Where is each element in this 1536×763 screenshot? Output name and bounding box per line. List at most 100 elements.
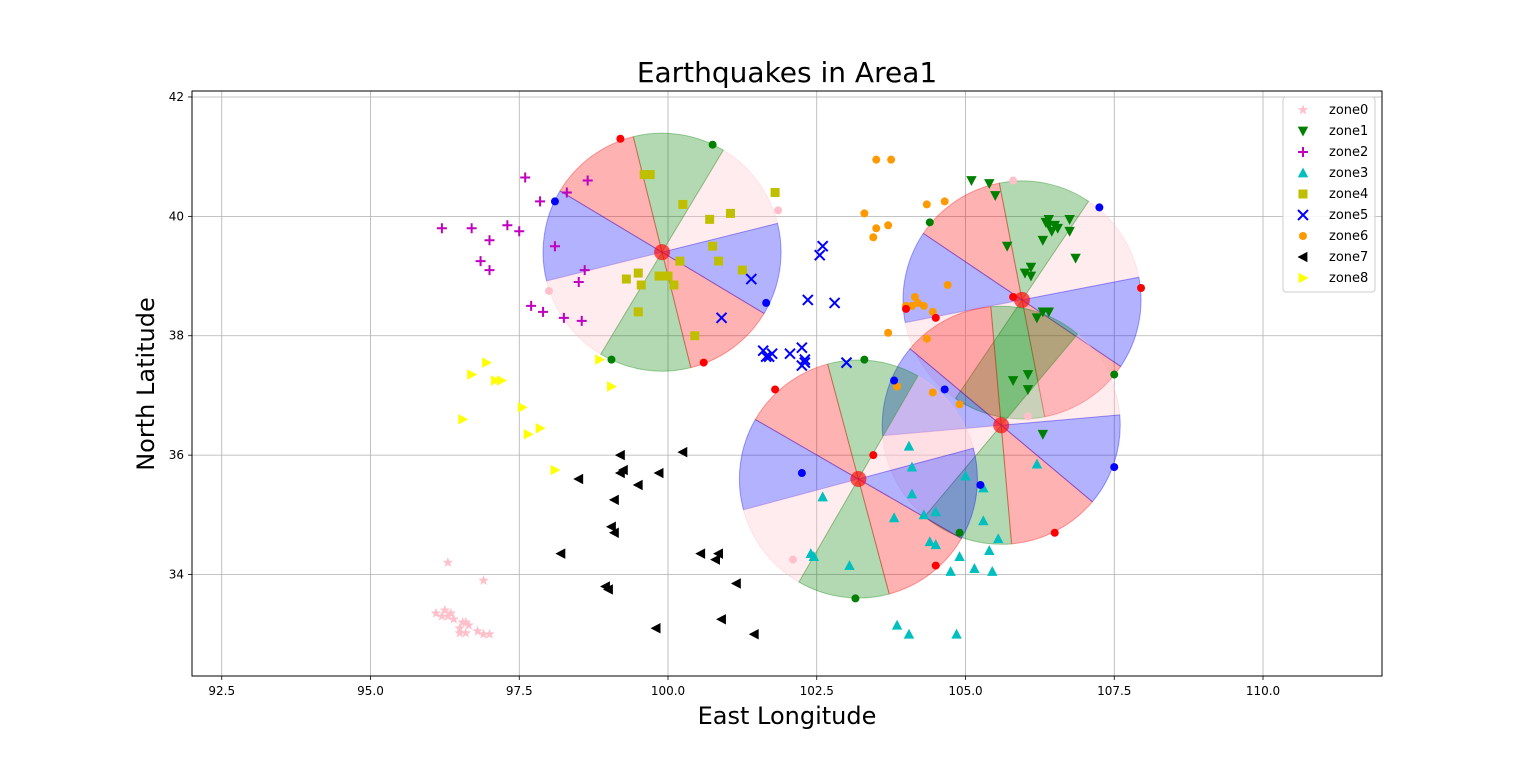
point-square [714, 256, 724, 266]
point-circle [860, 209, 869, 218]
point-triangle-left [1297, 251, 1308, 263]
point-star [442, 610, 454, 621]
zone-marker-group [545, 176, 1032, 564]
zone-marker-dot [931, 561, 940, 570]
point-triangle-left [748, 628, 759, 640]
zone-marker-dot [616, 134, 625, 143]
point-circle [887, 155, 896, 164]
point-square [725, 208, 735, 218]
point-circle [884, 221, 893, 230]
beachball-sector [738, 418, 860, 511]
grid-lines [192, 91, 1382, 676]
series-zone6 [860, 155, 964, 409]
zone-marker-dot [774, 206, 783, 215]
point-square [663, 271, 673, 281]
point-triangle-left [614, 467, 625, 479]
series-zone3 [805, 440, 1043, 639]
point-circle [922, 200, 931, 209]
beachball-sector [1000, 333, 1121, 426]
chart-title: Earthquakes in Area1 [637, 56, 937, 89]
point-square [708, 241, 718, 251]
point-star [442, 557, 454, 568]
y-tick-label: 38 [169, 329, 184, 343]
epicenter-marker [993, 417, 1010, 434]
point-square [621, 274, 631, 284]
point-triangle-up [844, 560, 855, 570]
zone-marker-dot [1137, 283, 1146, 292]
point-triangle-left [573, 473, 584, 485]
point-circle [955, 400, 964, 409]
legend-box [1282, 96, 1376, 293]
point-plus [549, 241, 560, 252]
zone-marker-dot [788, 555, 797, 564]
point-triangle-right [497, 375, 507, 386]
zone-marker-dot [1110, 463, 1119, 472]
point-triangle-down [1064, 214, 1075, 225]
zone-marker-dot [1023, 412, 1032, 421]
point-square [636, 280, 646, 290]
point-triangle-up [903, 628, 915, 639]
beachball-sector [909, 306, 1002, 427]
point-plus [502, 220, 513, 231]
point-plus [535, 196, 546, 207]
point-star [1297, 104, 1309, 115]
point-triangle-down [1037, 429, 1049, 440]
beachball-sector [1021, 298, 1122, 418]
series-zone8 [458, 354, 617, 476]
point-triangle-left [713, 548, 723, 559]
point-triangle-left [632, 479, 643, 491]
point-triangle-right [535, 423, 546, 434]
point-triangle-up [1031, 458, 1043, 469]
point-triangle-up [891, 619, 903, 630]
point-plus [582, 175, 593, 186]
point-star [478, 574, 489, 585]
zone-marker-dot [925, 218, 934, 227]
point-triangle-up [951, 628, 962, 639]
beachball-sector [600, 250, 692, 372]
data-points [430, 134, 1146, 640]
point-triangle-right [517, 402, 528, 413]
x-tick-label: 97.5 [506, 684, 533, 698]
point-circle [907, 301, 916, 310]
beachball-sector [754, 363, 860, 481]
epicenter-marker [654, 244, 671, 261]
point-square [737, 265, 747, 275]
x-tick-label: 100.0 [651, 684, 685, 698]
beachball-sector [857, 447, 978, 540]
point-triangle-down [1297, 126, 1309, 137]
point-square [669, 280, 679, 290]
beachball-sector [999, 414, 1121, 503]
x-axis-label: East Longitude [698, 702, 877, 730]
point-circle [893, 382, 902, 391]
point-plus [558, 312, 569, 323]
zone-marker-dot [607, 355, 616, 364]
point-triangle-left [710, 554, 720, 565]
point-star [463, 619, 474, 630]
plot-frame [191, 90, 1383, 677]
point-triangle-left [650, 623, 661, 634]
point-circle [919, 301, 928, 310]
point-triangle-down [1025, 262, 1037, 273]
point-plus [576, 315, 587, 326]
zone-marker-dot [699, 358, 708, 367]
point-circle [928, 388, 937, 397]
point-triangle-down [966, 176, 977, 187]
point-triangle-up [924, 536, 936, 547]
zone-marker-dot [1009, 176, 1018, 185]
point-triangle-down [1025, 271, 1037, 282]
point-triangle-up [984, 545, 995, 556]
legend-label: zone2 [1329, 145, 1368, 160]
legend: zone0 zone1 zone2 zone3 zone4 zone5 zone6 zone7… [1282, 96, 1376, 293]
point-star [454, 627, 465, 638]
zone-marker-dot [771, 385, 780, 394]
point-triangle-right [595, 354, 606, 365]
zone-marker-dot [797, 469, 806, 478]
point-x [802, 294, 814, 306]
point-square [1298, 189, 1308, 199]
point-triangle-left [695, 548, 706, 559]
series-zone1 [966, 176, 1081, 440]
legend-label: zone4 [1329, 187, 1368, 202]
zone-marker-group [607, 140, 1119, 603]
zone-marker-dot [976, 480, 985, 489]
